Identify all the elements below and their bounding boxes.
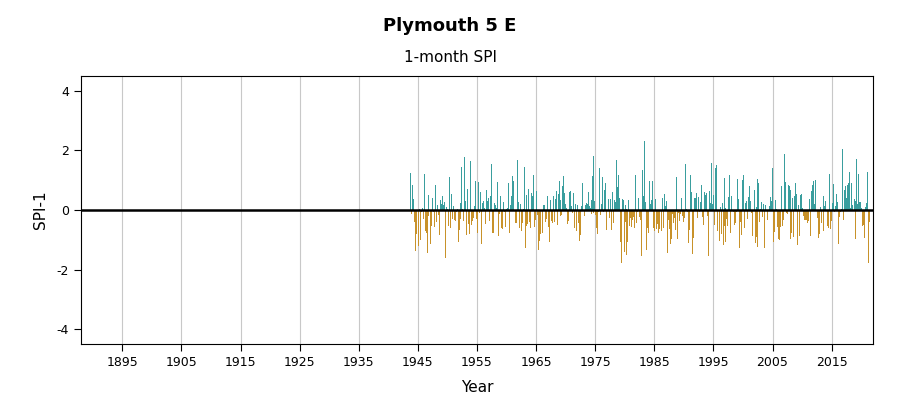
Y-axis label: SPI-1: SPI-1 bbox=[33, 191, 49, 229]
Text: Plymouth 5 E: Plymouth 5 E bbox=[383, 17, 517, 35]
Text: 1-month SPI: 1-month SPI bbox=[403, 50, 497, 66]
X-axis label: Year: Year bbox=[461, 381, 493, 395]
